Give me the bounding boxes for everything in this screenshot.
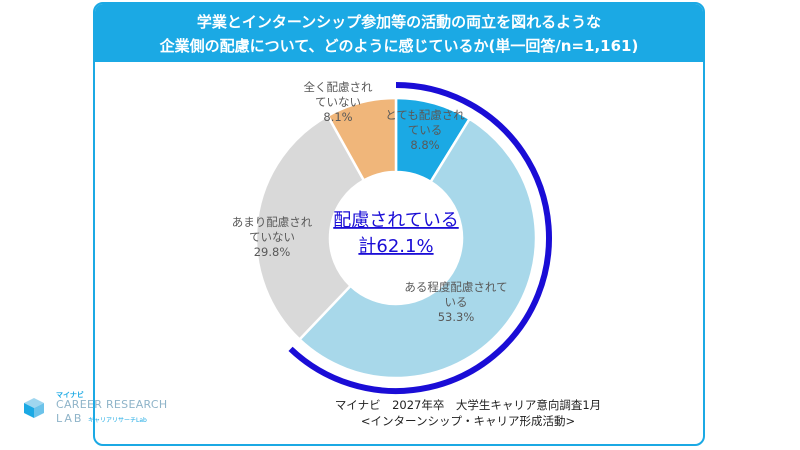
logo-lab: LAB (56, 412, 84, 425)
slice-value-label-2: 53.3% (438, 310, 475, 324)
slice-value-label-3: 29.8% (254, 245, 291, 259)
logo-brand: マイナビ (56, 391, 84, 399)
slice-category-label-2: ある程度配慮されて (404, 280, 507, 294)
title-line-2: 企業側の配慮について、どのように感じているか(単一回答/n=1,161) (159, 37, 639, 55)
career-research-lab-logo: マイナビ CAREER RESEARCH LAB キャリアリサーチLab (22, 390, 172, 430)
title-line-1: 学業とインターンシップ参加等の活動の両立を図れるような (196, 13, 602, 31)
center-label: 配慮されている (333, 210, 458, 231)
slice-category-label-1: ている (408, 123, 443, 137)
logo-subtitle: キャリアリサーチLab (88, 417, 147, 424)
highlight-arc (288, 82, 552, 394)
cube-logo-icon (24, 398, 44, 418)
slice-category-label-3: ていない (249, 230, 295, 244)
donut-slice-2 (297, 117, 538, 380)
slice-value-label-4: 8.1% (323, 110, 352, 124)
center-total: 計62.1% (358, 236, 433, 257)
slice-category-label-4: 全く配慮され (304, 80, 373, 94)
logo-name: CAREER RESEARCH (56, 398, 168, 411)
source-note: マイナビ 2027年卒 大学生キャリア意向調査1月 <インターンシップ・キャリア… (318, 397, 618, 429)
slice-category-label-4: ていない (315, 95, 361, 109)
chart-title: 学業とインターンシップ参加等の活動の両立を図れるような 企業側の配慮について、ど… (95, 4, 703, 62)
slice-category-label-1: とても配慮され (385, 108, 465, 122)
slice-value-label-1: 8.8% (410, 138, 439, 152)
donut-slice-4 (326, 96, 398, 183)
source-line-1: マイナビ 2027年卒 大学生キャリア意向調査1月 (334, 398, 602, 412)
source-line-2: <インターンシップ・キャリア形成活動> (360, 414, 576, 428)
donut-slice-3 (254, 114, 366, 342)
slice-category-label-2: いる (445, 295, 468, 309)
slice-category-label-3: あまり配慮され (232, 215, 313, 229)
